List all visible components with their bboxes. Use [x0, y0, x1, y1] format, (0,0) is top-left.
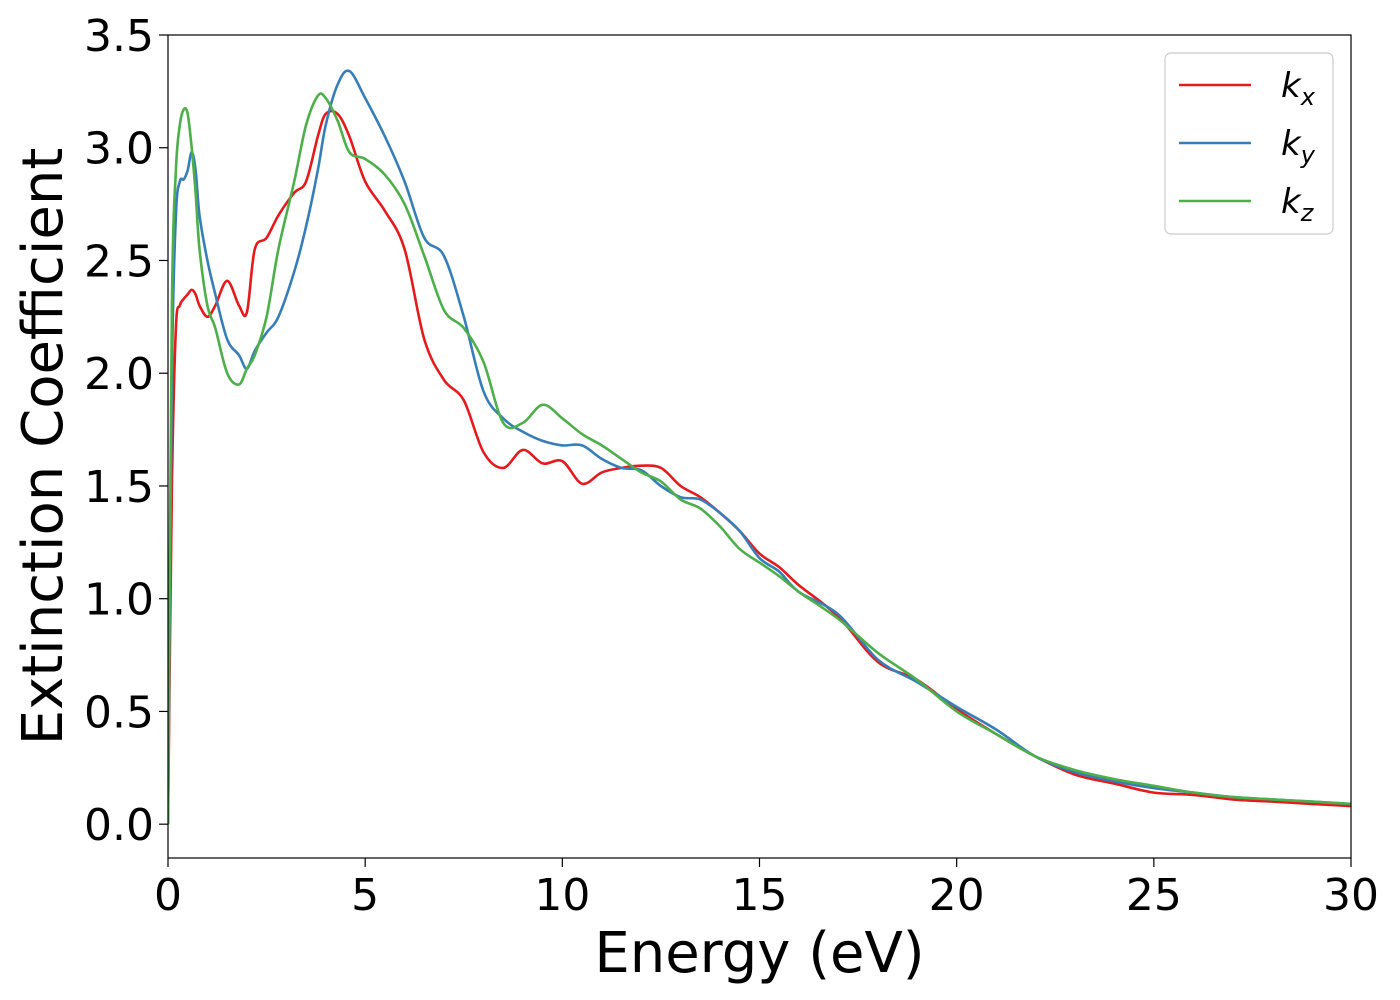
series-layer — [168, 69, 1351, 825]
y-tick-label: 2.0 — [84, 349, 154, 400]
series-line-y — [168, 69, 1351, 825]
series-line-z — [168, 92, 1351, 825]
x-axis-title: Energy (eV) — [594, 921, 924, 986]
y-tick-label: 3.0 — [84, 124, 154, 175]
legend-label-y: ky — [1281, 124, 1316, 169]
x-tick-label: 25 — [1126, 870, 1182, 921]
x-tick-label: 5 — [351, 870, 379, 921]
y-tick-label: 1.0 — [84, 575, 154, 626]
y-axis: 0.0 0.5 1.0 1.5 2.0 2.5 3.0 3.5 — [84, 11, 168, 851]
y-tick-label: 2.5 — [84, 236, 154, 287]
y-tick-label: 3.5 — [84, 11, 154, 62]
y-tick-label: 1.5 — [84, 462, 154, 513]
x-tick-label: 20 — [929, 870, 985, 921]
x-tick-label: 0 — [154, 870, 182, 921]
y-tick-label: 0.0 — [84, 800, 154, 851]
x-tick-label: 15 — [732, 870, 788, 921]
y-axis-title: Extinction Coefficient — [11, 148, 76, 746]
series-line-x — [168, 109, 1351, 825]
y-tick-label: 0.5 — [84, 687, 154, 738]
legend-label-z: kz — [1281, 182, 1315, 227]
legend: kx ky kz — [1164, 52, 1334, 235]
legend-label-x: kx — [1281, 66, 1316, 111]
x-tick-label: 10 — [534, 870, 590, 921]
x-tick-label: 30 — [1323, 870, 1379, 921]
x-axis: 0 5 10 15 20 25 30 — [154, 858, 1379, 921]
